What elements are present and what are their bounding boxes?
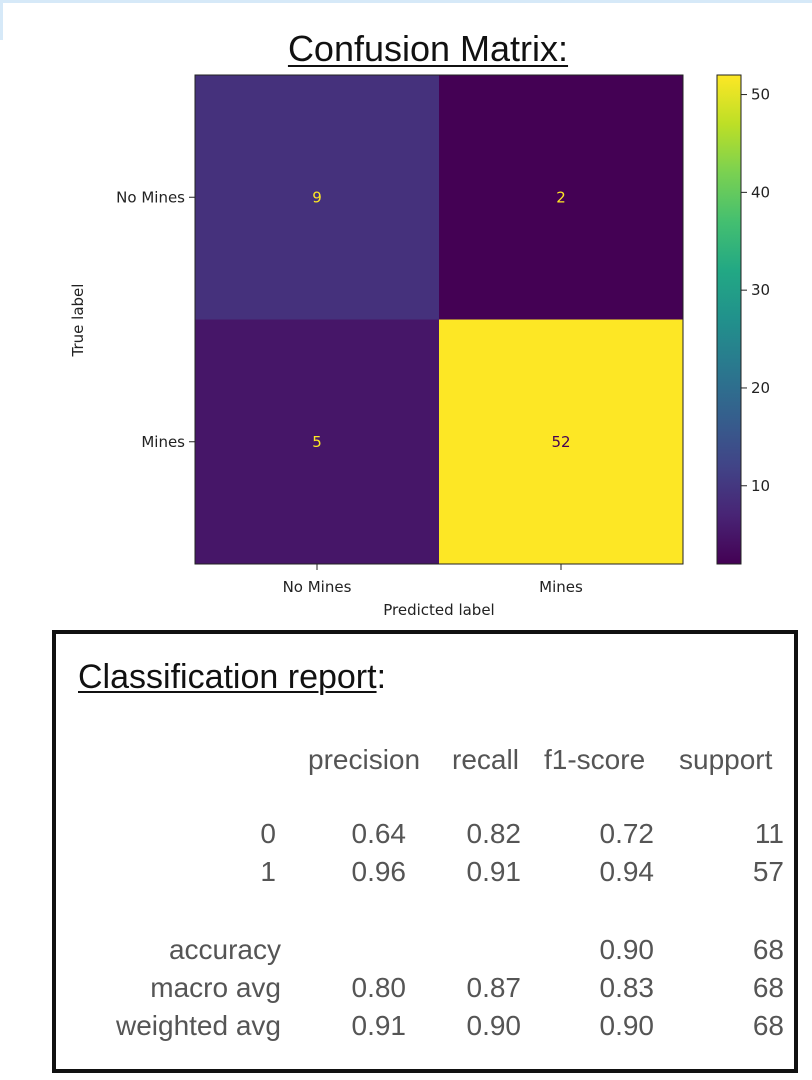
- classification-report-box: Classification report: precision recall …: [52, 630, 798, 1073]
- f1-value: 0.94: [599, 856, 655, 887]
- row-label: 0: [260, 818, 276, 849]
- weighted-avg-label: weighted avg: [115, 1010, 281, 1041]
- x-axis-ticks: No Mines Mines: [283, 564, 583, 596]
- accuracy-support-value: 68: [752, 934, 784, 965]
- x-tick-label: No Mines: [283, 578, 352, 596]
- header-f1-score: f1-score: [544, 744, 646, 775]
- report-title: Classification report:: [78, 658, 386, 697]
- y-tick-label: No Mines: [116, 188, 185, 206]
- macro-recall-value: 0.87: [466, 972, 522, 1003]
- macro-support-value: 68: [752, 972, 784, 1003]
- cell-value-label: 52: [551, 433, 570, 451]
- x-tick-label: Mines: [539, 578, 583, 596]
- recall-value: 0.82: [466, 818, 522, 849]
- colorbar: [716, 74, 742, 565]
- precision-value: 0.64: [351, 818, 407, 849]
- colorbar-tick-label: 20: [751, 379, 770, 397]
- precision-value: 0.96: [351, 856, 407, 887]
- colorbar-tick-label: 30: [751, 281, 770, 299]
- f1-value: 0.72: [599, 818, 655, 849]
- cell-value-label: 2: [556, 188, 566, 206]
- macro-avg-label: macro avg: [150, 972, 281, 1003]
- plot-frame: [194, 74, 684, 565]
- header-support: support: [679, 744, 773, 775]
- y-axis-ticks: No Mines Mines: [116, 188, 195, 451]
- heatmap-cells: 9 2 5 52: [195, 75, 683, 564]
- header-recall: recall: [452, 744, 519, 775]
- colorbar-tick-label: 40: [751, 183, 770, 201]
- recall-value: 0.91: [466, 856, 522, 887]
- cell-value-label: 9: [312, 188, 322, 206]
- row-label: 1: [260, 856, 276, 887]
- macro-precision-value: 0.80: [351, 972, 407, 1003]
- frame-top-edge: [0, 0, 812, 3]
- support-value: 11: [754, 818, 784, 849]
- weighted-f1-value: 0.90: [599, 1010, 655, 1041]
- heatmap-cell: [195, 319, 439, 564]
- confusion-matrix-chart: 9 2 5 52 No Mines Mines No Mines Mines True l…: [69, 74, 770, 619]
- x-axis-label: Predicted label: [383, 601, 494, 619]
- y-axis-label: True label: [69, 284, 87, 358]
- macro-f1-value: 0.83: [599, 972, 655, 1003]
- accuracy-f1-value: 0.90: [599, 934, 655, 965]
- heatmap-cell: [195, 75, 439, 320]
- report-title-colon: :: [376, 658, 387, 696]
- colorbar-tick-label: 10: [751, 477, 770, 495]
- heatmap-cell: [439, 75, 683, 320]
- weighted-support-value: 68: [752, 1010, 784, 1041]
- y-tick-label: Mines: [141, 433, 185, 451]
- frame-left-edge: [0, 0, 3, 40]
- colorbar-tick-label: 50: [751, 86, 770, 104]
- accuracy-label: accuracy: [168, 934, 281, 965]
- header-precision: precision: [308, 744, 421, 775]
- colorbar-ticks: 10 20 30 40 50: [741, 86, 770, 495]
- heatmap-cell: [439, 319, 683, 564]
- support-value: 57: [752, 856, 784, 887]
- weighted-precision-value: 0.91: [351, 1010, 407, 1041]
- report-title-text: Classification report: [78, 658, 377, 696]
- confusion-matrix-title: Confusion Matrix:: [287, 28, 569, 69]
- cell-value-label: 5: [312, 433, 322, 451]
- weighted-recall-value: 0.90: [466, 1010, 522, 1041]
